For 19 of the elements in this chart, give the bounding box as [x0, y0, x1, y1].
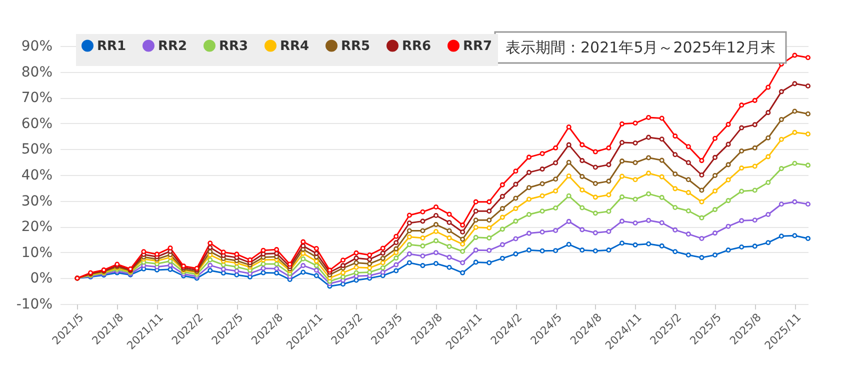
y-tick-label: 80% — [21, 64, 52, 80]
y-tick-label: 90% — [21, 38, 52, 54]
legend-label: RR3 — [219, 38, 248, 54]
y-tick-label: 30% — [21, 193, 52, 210]
annotation: 表示期間：2021年5月～2025年12月末 — [506, 38, 776, 56]
y-tick-label: 20% — [21, 219, 52, 236]
legend-label: RR1 — [97, 38, 126, 54]
y-tick-label: 70% — [21, 90, 52, 106]
y-tick-label: 0% — [30, 270, 52, 287]
y-tick-label: 50% — [21, 142, 52, 158]
y-tick-label: 60% — [21, 116, 52, 132]
legend-label: RR6 — [402, 38, 432, 54]
legend-label: RR7 — [463, 38, 492, 54]
legend-label: RR2 — [158, 38, 188, 54]
legend-label: RR4 — [280, 38, 310, 54]
legend-label: RR5 — [341, 38, 370, 54]
y-tick-label: -10% — [16, 296, 52, 312]
y-tick-label: 10% — [21, 244, 52, 261]
y-tick-label: 40% — [21, 168, 52, 184]
